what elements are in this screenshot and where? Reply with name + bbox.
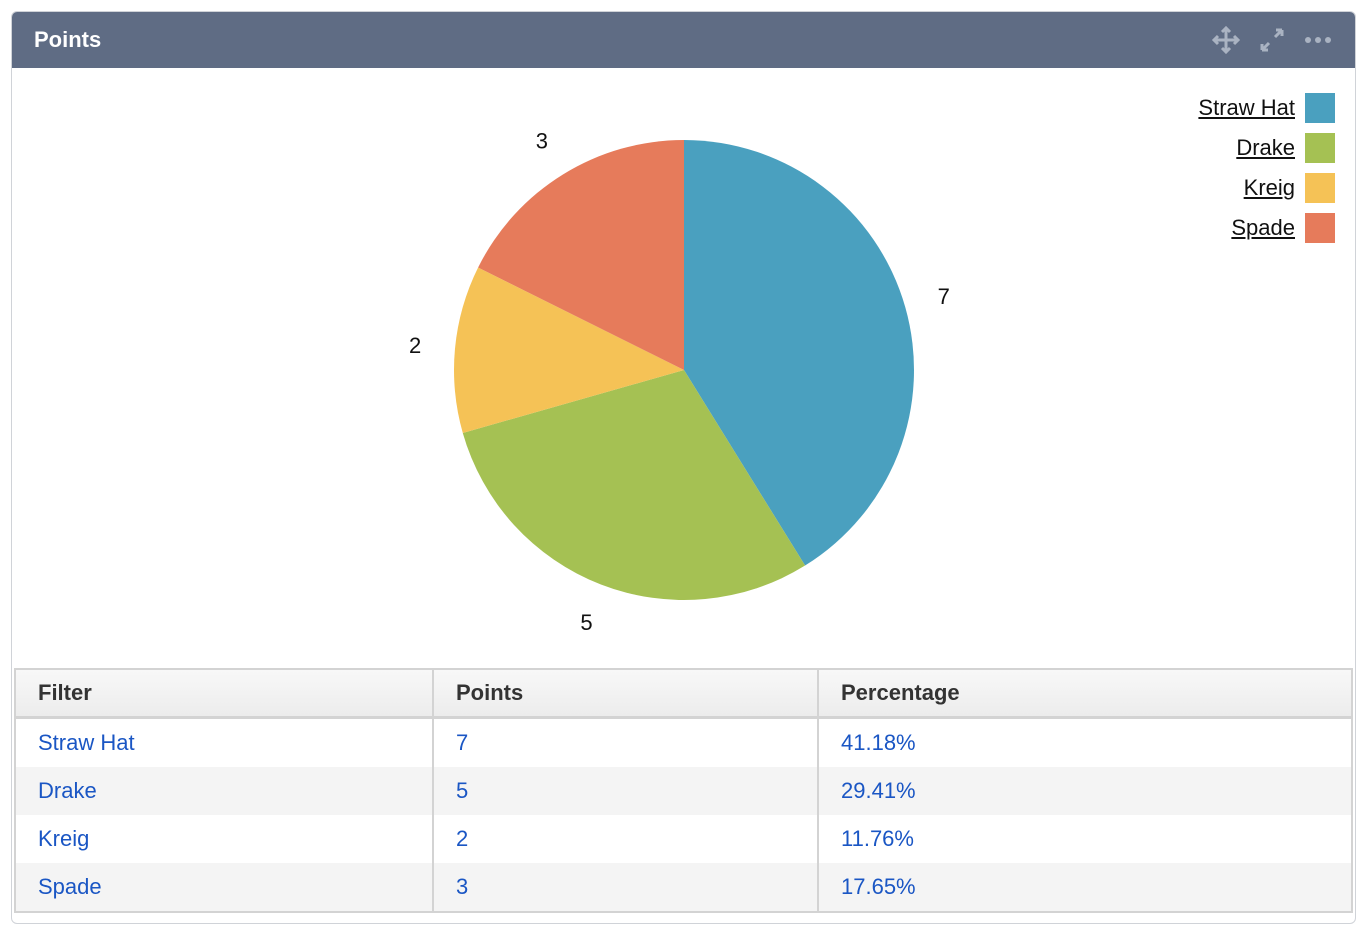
table-row: Spade 3 17.65%	[15, 863, 1353, 912]
legend-swatch	[1305, 213, 1335, 243]
table-cell[interactable]: 29.41%	[818, 767, 1353, 815]
data-label: 3	[536, 128, 548, 153]
table-row: Kreig 2 11.76%	[15, 815, 1353, 863]
legend-item[interactable]: Drake	[1198, 128, 1335, 168]
column-header[interactable]: Filter	[15, 669, 434, 719]
table-cell[interactable]: 7	[433, 717, 819, 767]
table-row: Drake 5 29.41%	[15, 767, 1353, 815]
table-row: Straw Hat 7 41.18%	[15, 717, 1353, 767]
data-label: 2	[409, 333, 421, 358]
legend-swatch	[1305, 133, 1335, 163]
table-cell[interactable]: 11.76%	[818, 815, 1353, 863]
legend-item[interactable]: Kreig	[1198, 168, 1335, 208]
legend-item[interactable]: Straw Hat	[1198, 88, 1335, 128]
table-cell[interactable]: 3	[433, 863, 819, 912]
data-label: 5	[580, 610, 592, 635]
table-cell[interactable]: 41.18%	[818, 717, 1353, 767]
legend-swatch	[1305, 173, 1335, 203]
table-cell[interactable]: 17.65%	[818, 863, 1353, 912]
table-cell[interactable]: Kreig	[15, 815, 434, 863]
legend-label[interactable]: Kreig	[1243, 175, 1295, 200]
legend-label[interactable]: Spade	[1231, 215, 1295, 240]
table-cell[interactable]: Straw Hat	[15, 717, 434, 767]
table-cell[interactable]: 2	[433, 815, 819, 863]
panel-title: Points	[34, 27, 102, 52]
panel-header: Points	[12, 12, 1355, 68]
legend-label[interactable]: Straw Hat	[1198, 95, 1295, 120]
data-table: Filter Points Percentage Straw Hat 7 41.18% D…	[14, 668, 1353, 913]
pie-slice-kreig[interactable]	[453, 267, 684, 433]
table-cell[interactable]: Spade	[15, 863, 434, 912]
table-cell[interactable]: 5	[433, 767, 819, 815]
legend-label[interactable]: Drake	[1236, 135, 1295, 160]
chart-legend: Straw Hat Drake Kreig Spade	[1198, 88, 1335, 248]
column-header[interactable]: Percentage	[818, 669, 1353, 719]
legend-item[interactable]: Spade	[1198, 208, 1335, 248]
move-icon[interactable]	[1211, 25, 1241, 55]
pie-chart: 7 5 2 3	[409, 128, 950, 635]
table-cell[interactable]: Drake	[15, 767, 434, 815]
column-header[interactable]: Points	[433, 669, 819, 719]
expand-icon[interactable]	[1257, 25, 1287, 55]
pie-slice-straw-hat[interactable]	[684, 140, 914, 566]
data-label: 7	[938, 284, 950, 309]
more-icon[interactable]	[1303, 25, 1333, 55]
legend-swatch	[1305, 93, 1335, 123]
pie-slice-spade[interactable]	[478, 140, 684, 370]
pie-slice-drake[interactable]	[462, 370, 806, 600]
